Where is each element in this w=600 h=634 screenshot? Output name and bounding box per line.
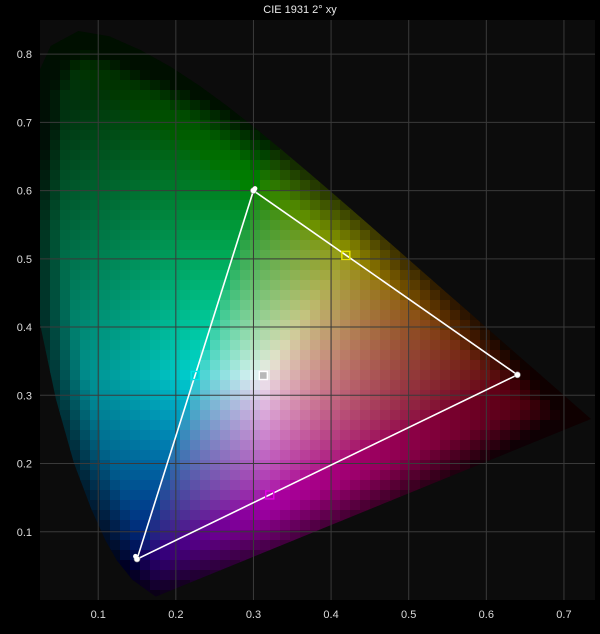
y-tick-label: 0.4 <box>17 322 32 334</box>
y-tick-label: 0.6 <box>17 186 32 198</box>
y-tick-label: 0.7 <box>17 117 32 129</box>
x-tick-label: 0.4 <box>323 609 338 621</box>
x-tick-label: 0.3 <box>246 609 261 621</box>
x-tick-label: 0.7 <box>556 609 571 621</box>
cie-svg: 0.1 0.2 0.3 0.4 0.5 0.6 0.7 0.1 0.2 0.3 0.4 0.5 0.6 0… <box>0 0 600 634</box>
x-tick-label: 0.1 <box>91 609 106 621</box>
x-tick-label: 0.2 <box>168 609 183 621</box>
gamut-vertex-red <box>514 372 520 378</box>
y-tick-label: 0.3 <box>17 390 32 402</box>
y-tick-label: 0.5 <box>17 254 32 266</box>
y-tick-label: 0.8 <box>17 49 32 61</box>
secondary-vertex-point <box>133 554 138 559</box>
cie-plot: 0.1 0.2 0.3 0.4 0.5 0.6 0.7 0.1 0.2 0.3 0.4 0.5 0.6 0… <box>0 0 600 634</box>
x-tick-label: 0.6 <box>479 609 494 621</box>
x-tick-label: 0.5 <box>401 609 416 621</box>
y-tick-label: 0.2 <box>17 459 32 471</box>
y-tick-label: 0.1 <box>17 527 32 539</box>
marker-white-point <box>259 372 267 380</box>
secondary-vertex-point <box>253 186 258 191</box>
